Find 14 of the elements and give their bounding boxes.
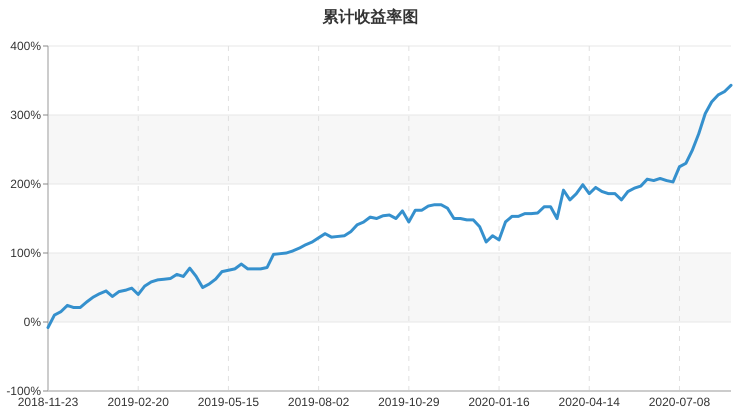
y-tick-label: 400%	[10, 39, 42, 54]
x-tick-label: 2020-07-08	[648, 395, 710, 409]
line-series	[46, 84, 732, 330]
y-tick-label: 0%	[24, 315, 42, 330]
x-tick-label: 2019-08-02	[288, 395, 350, 409]
x-tick-label: 2020-04-14	[558, 395, 620, 409]
chart-title: 累计收益率图	[322, 7, 418, 26]
x-tick-label: 2019-10-29	[378, 395, 440, 409]
y-tick-label: 300%	[10, 108, 42, 122]
x-tick-label: 2019-02-20	[108, 395, 170, 409]
y-tick-label: 100%	[10, 246, 42, 260]
y-tick-label: 200%	[10, 177, 42, 192]
x-tick-label: 2019-05-15	[198, 395, 260, 409]
x-tick-label: 2020-01-16	[468, 395, 530, 409]
